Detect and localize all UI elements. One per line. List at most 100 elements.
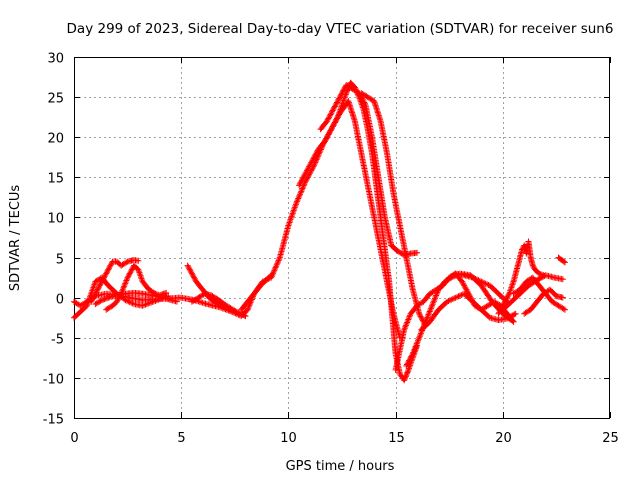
data-point xyxy=(433,291,440,297)
data-point xyxy=(93,289,100,296)
data-point xyxy=(299,185,306,192)
data-point xyxy=(559,276,566,283)
data-point xyxy=(464,288,471,294)
data-point xyxy=(314,148,320,155)
data-point xyxy=(93,288,100,294)
plot-frame xyxy=(74,57,610,419)
series-arc-20 xyxy=(555,254,568,266)
data-point xyxy=(403,320,410,327)
data-point xyxy=(128,299,135,306)
data-point xyxy=(445,298,452,304)
data-point xyxy=(511,311,518,318)
series-arc-10 xyxy=(317,82,421,259)
data-point xyxy=(459,280,466,286)
data-point xyxy=(415,336,422,343)
data-point xyxy=(331,103,338,110)
data-point xyxy=(298,178,305,185)
data-point xyxy=(331,119,338,126)
data-point xyxy=(334,99,340,106)
data-point xyxy=(299,177,305,183)
data-point xyxy=(332,118,339,125)
data-point xyxy=(460,281,467,288)
data-point xyxy=(359,95,365,102)
series-arc-18 xyxy=(510,274,568,313)
data-point xyxy=(304,167,310,174)
data-point xyxy=(455,293,462,300)
data-point xyxy=(90,294,97,301)
y-tick-label: -10 xyxy=(43,373,64,388)
y-tick-label: -5 xyxy=(51,333,64,348)
data-point xyxy=(449,296,456,302)
data-point xyxy=(451,295,458,302)
data-point xyxy=(416,312,423,318)
data-point xyxy=(97,297,104,304)
x-tick-label: 10 xyxy=(280,431,297,446)
tick-labels: 0 5 10 15 20 25 -15 -10 -5 0 5 10 15 20 25 30 xyxy=(43,52,619,447)
data-point xyxy=(326,128,333,135)
data-point xyxy=(502,297,509,304)
data-point xyxy=(322,136,329,143)
data-point xyxy=(470,300,477,306)
data-point xyxy=(468,296,475,302)
data-point xyxy=(143,301,150,308)
data-point xyxy=(329,124,335,131)
data-point xyxy=(273,261,280,268)
data-point xyxy=(276,256,283,262)
data-point xyxy=(95,285,102,292)
data-point xyxy=(186,265,193,272)
data-point xyxy=(466,292,473,298)
data-point xyxy=(329,108,335,115)
data-point xyxy=(125,298,132,305)
data-point xyxy=(308,159,315,166)
x-tick-label: 5 xyxy=(177,431,185,446)
data-point xyxy=(484,281,491,288)
data-point xyxy=(404,368,411,375)
data-point xyxy=(446,297,453,304)
data-point xyxy=(114,297,121,304)
data-point xyxy=(310,155,317,162)
data-point xyxy=(334,98,341,105)
data-point xyxy=(106,265,112,272)
data-point xyxy=(148,299,155,306)
data-point xyxy=(98,280,105,286)
data-point xyxy=(329,107,336,114)
x-axis-label: GPS time / hours xyxy=(286,459,395,474)
y-tick-label: 5 xyxy=(56,253,64,268)
data-point xyxy=(469,298,476,305)
data-point xyxy=(326,112,333,119)
data-point xyxy=(407,354,414,361)
data-point xyxy=(416,310,423,317)
y-tick-label: 20 xyxy=(47,132,64,147)
y-axis-label: SDTVAR / TECUs xyxy=(8,185,23,292)
data-point xyxy=(191,274,198,281)
data-point xyxy=(465,290,472,297)
y-tick-label: 30 xyxy=(47,52,64,67)
data-point xyxy=(135,257,142,264)
y-tick-label: 0 xyxy=(56,293,64,308)
data-point xyxy=(105,266,112,273)
series-arc-3 xyxy=(88,257,142,305)
data-point xyxy=(324,118,330,125)
data-point xyxy=(561,259,568,266)
data-point xyxy=(414,249,421,256)
data-point xyxy=(337,92,344,99)
data-point xyxy=(333,100,340,107)
x-tick-label: 0 xyxy=(70,431,78,446)
chart-title: Day 299 of 2023, Sidereal Day-to-day VTE… xyxy=(67,21,614,37)
data-point xyxy=(294,198,300,205)
data-point xyxy=(313,150,320,157)
data-point xyxy=(299,175,306,182)
data-point xyxy=(332,102,339,109)
y-tick-label: 10 xyxy=(47,212,64,227)
data-point xyxy=(430,298,437,305)
data-point xyxy=(339,88,346,95)
data-point xyxy=(88,298,95,305)
data-point xyxy=(300,174,307,181)
data-point xyxy=(128,266,135,273)
data-point xyxy=(241,312,248,319)
data-point xyxy=(312,151,319,158)
series-arc-8 xyxy=(238,272,275,313)
data-point xyxy=(91,293,97,300)
data-point xyxy=(125,273,132,280)
